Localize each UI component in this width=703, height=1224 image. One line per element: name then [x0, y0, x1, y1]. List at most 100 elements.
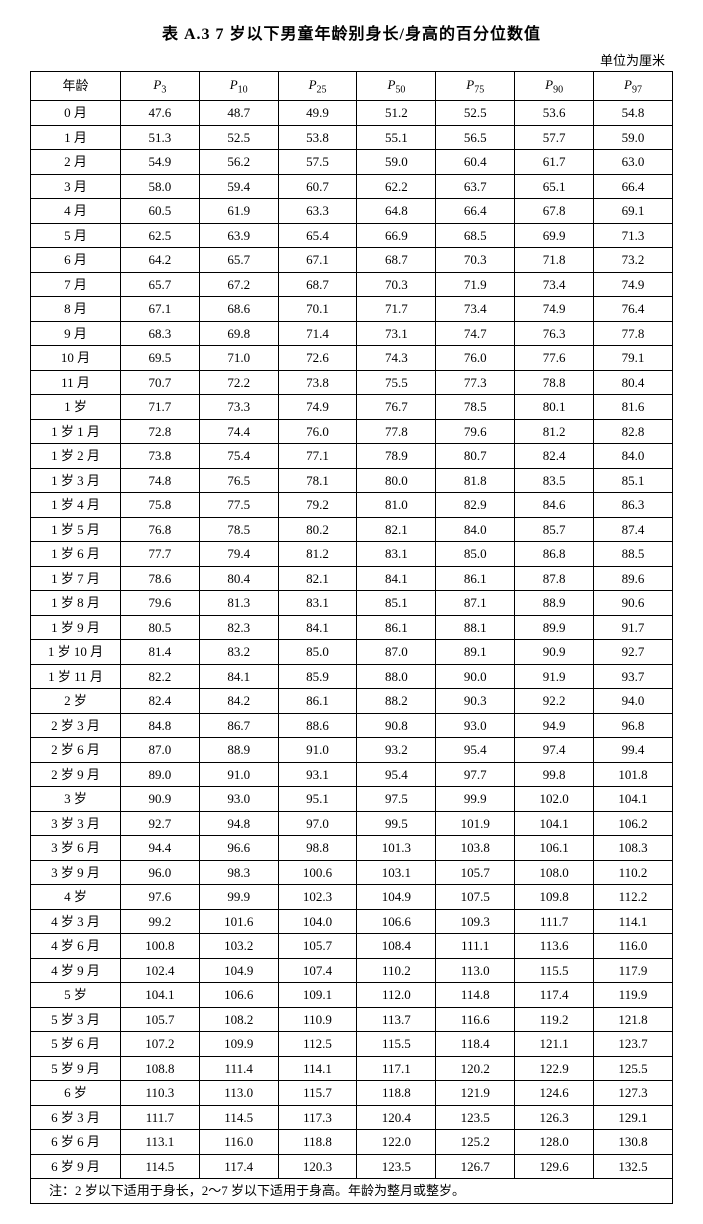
cell-value: 69.5 — [120, 346, 199, 371]
cell-value: 115.5 — [357, 1032, 436, 1057]
cell-value: 66.4 — [594, 174, 673, 199]
cell-value: 82.3 — [199, 615, 278, 640]
cell-value: 94.9 — [515, 713, 594, 738]
cell-value: 111.4 — [199, 1056, 278, 1081]
cell-value: 97.4 — [515, 738, 594, 763]
cell-value: 126.7 — [436, 1154, 515, 1179]
cell-value: 117.4 — [515, 983, 594, 1008]
cell-value: 93.0 — [199, 787, 278, 812]
percentile-table: 年龄 P3 P10 P25 P50 P75 P90 P97 0 月47.648.… — [30, 71, 673, 1204]
cell-value: 71.3 — [594, 223, 673, 248]
cell-value: 63.9 — [199, 223, 278, 248]
cell-value: 99.4 — [594, 738, 673, 763]
cell-value: 125.5 — [594, 1056, 673, 1081]
cell-value: 71.7 — [357, 297, 436, 322]
cell-value: 101.3 — [357, 836, 436, 861]
cell-value: 73.1 — [357, 321, 436, 346]
cell-value: 62.5 — [120, 223, 199, 248]
cell-value: 88.9 — [515, 591, 594, 616]
cell-value: 118.8 — [278, 1130, 357, 1155]
cell-value: 97.6 — [120, 885, 199, 910]
cell-value: 68.5 — [436, 223, 515, 248]
cell-value: 80.5 — [120, 615, 199, 640]
cell-value: 78.9 — [357, 444, 436, 469]
cell-value: 81.2 — [515, 419, 594, 444]
cell-value: 113.0 — [436, 958, 515, 983]
cell-value: 77.1 — [278, 444, 357, 469]
unit-label: 单位为厘米 — [30, 50, 673, 69]
cell-value: 100.8 — [120, 934, 199, 959]
cell-value: 90.6 — [594, 591, 673, 616]
cell-value: 120.3 — [278, 1154, 357, 1179]
cell-value: 112.0 — [357, 983, 436, 1008]
cell-age: 6 岁 3 月 — [31, 1105, 121, 1130]
col-p50: P50 — [357, 72, 436, 101]
cell-value: 68.7 — [357, 248, 436, 273]
cell-value: 96.6 — [199, 836, 278, 861]
cell-value: 65.7 — [199, 248, 278, 273]
cell-value: 123.5 — [436, 1105, 515, 1130]
cell-age: 4 岁 3 月 — [31, 909, 121, 934]
cell-value: 83.1 — [357, 542, 436, 567]
cell-value: 67.8 — [515, 199, 594, 224]
cell-age: 1 岁 4 月 — [31, 493, 121, 518]
cell-value: 91.0 — [278, 738, 357, 763]
cell-value: 96.8 — [594, 713, 673, 738]
cell-value: 84.1 — [278, 615, 357, 640]
cell-value: 73.4 — [436, 297, 515, 322]
cell-value: 116.0 — [199, 1130, 278, 1155]
cell-value: 68.3 — [120, 321, 199, 346]
table-row: 1 岁71.773.374.976.778.580.181.6 — [31, 395, 673, 420]
table-row: 4 月60.561.963.364.866.467.869.1 — [31, 199, 673, 224]
cell-age: 5 岁 9 月 — [31, 1056, 121, 1081]
cell-value: 82.2 — [120, 664, 199, 689]
cell-value: 96.0 — [120, 860, 199, 885]
cell-value: 101.8 — [594, 762, 673, 787]
cell-value: 113.1 — [120, 1130, 199, 1155]
table-row: 1 岁 3 月74.876.578.180.081.883.585.1 — [31, 468, 673, 493]
cell-age: 5 岁 — [31, 983, 121, 1008]
cell-value: 78.5 — [199, 517, 278, 542]
cell-value: 123.7 — [594, 1032, 673, 1057]
cell-value: 91.7 — [594, 615, 673, 640]
cell-value: 114.8 — [436, 983, 515, 1008]
cell-value: 85.7 — [515, 517, 594, 542]
cell-value: 72.6 — [278, 346, 357, 371]
cell-value: 114.5 — [120, 1154, 199, 1179]
cell-value: 79.2 — [278, 493, 357, 518]
cell-value: 75.8 — [120, 493, 199, 518]
cell-value: 106.6 — [357, 909, 436, 934]
cell-age: 3 岁 6 月 — [31, 836, 121, 861]
cell-age: 2 岁 — [31, 689, 121, 714]
cell-value: 105.7 — [120, 1007, 199, 1032]
cell-value: 88.9 — [199, 738, 278, 763]
cell-value: 107.5 — [436, 885, 515, 910]
cell-value: 132.5 — [594, 1154, 673, 1179]
cell-value: 53.8 — [278, 125, 357, 150]
cell-value: 101.9 — [436, 811, 515, 836]
cell-value: 81.4 — [120, 640, 199, 665]
cell-value: 79.6 — [120, 591, 199, 616]
cell-value: 88.6 — [278, 713, 357, 738]
cell-value: 77.3 — [436, 370, 515, 395]
cell-value: 67.2 — [199, 272, 278, 297]
cell-age: 6 岁 — [31, 1081, 121, 1106]
cell-value: 86.1 — [278, 689, 357, 714]
cell-value: 122.9 — [515, 1056, 594, 1081]
cell-value: 59.0 — [594, 125, 673, 150]
cell-value: 64.2 — [120, 248, 199, 273]
table-row: 3 月58.059.460.762.263.765.166.4 — [31, 174, 673, 199]
cell-value: 118.8 — [357, 1081, 436, 1106]
cell-value: 67.1 — [278, 248, 357, 273]
cell-value: 94.4 — [120, 836, 199, 861]
cell-value: 58.0 — [120, 174, 199, 199]
cell-value: 75.5 — [357, 370, 436, 395]
cell-value: 94.8 — [199, 811, 278, 836]
cell-value: 70.3 — [436, 248, 515, 273]
cell-value: 111.7 — [120, 1105, 199, 1130]
cell-age: 1 岁 11 月 — [31, 664, 121, 689]
cell-value: 87.0 — [120, 738, 199, 763]
table-row: 2 月54.956.257.559.060.461.763.0 — [31, 150, 673, 175]
cell-value: 79.6 — [436, 419, 515, 444]
cell-value: 73.8 — [120, 444, 199, 469]
